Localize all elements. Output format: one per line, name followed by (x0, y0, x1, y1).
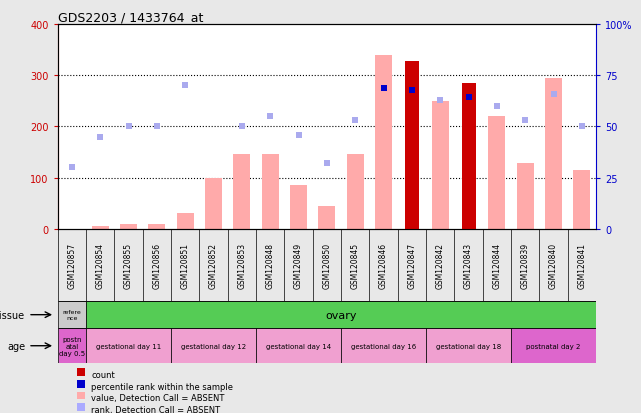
Text: age: age (7, 341, 26, 351)
Bar (517, 164, 534, 229)
Bar (290, 186, 307, 229)
Text: gestational day 14: gestational day 14 (266, 343, 331, 349)
Bar (432, 102, 449, 229)
Bar (545, 78, 562, 229)
Text: rank, Detection Call = ABSENT: rank, Detection Call = ABSENT (91, 405, 220, 413)
Text: gestational day 18: gestational day 18 (436, 343, 501, 349)
Text: GSM120856: GSM120856 (153, 242, 162, 288)
Text: GSM120854: GSM120854 (96, 242, 104, 288)
Text: percentile rank within the sample: percentile rank within the sample (91, 382, 233, 391)
Text: gestational day 12: gestational day 12 (181, 343, 246, 349)
Bar (86, 328, 171, 363)
Bar (262, 155, 279, 229)
Text: GSM120845: GSM120845 (351, 242, 360, 288)
Text: GSM120842: GSM120842 (436, 242, 445, 288)
Bar (319, 206, 335, 229)
Bar (148, 224, 165, 229)
Bar (177, 214, 194, 229)
Bar (405, 62, 419, 229)
Bar (462, 83, 476, 229)
Bar (92, 227, 109, 229)
Text: refere
nce: refere nce (62, 309, 81, 320)
Bar (341, 328, 426, 363)
Text: GSM120839: GSM120839 (520, 242, 529, 288)
Text: postn
atal
day 0.5: postn atal day 0.5 (59, 336, 85, 356)
Text: gestational day 11: gestational day 11 (96, 343, 161, 349)
Text: count: count (91, 370, 115, 379)
Bar (511, 328, 596, 363)
Text: GSM120844: GSM120844 (492, 242, 501, 288)
Bar (58, 328, 86, 363)
Text: GSM120852: GSM120852 (209, 242, 218, 288)
Text: GSM120841: GSM120841 (578, 242, 587, 288)
Text: GSM120843: GSM120843 (464, 242, 473, 288)
Bar (233, 155, 251, 229)
Bar (120, 224, 137, 229)
Bar (171, 328, 256, 363)
Text: gestational day 16: gestational day 16 (351, 343, 416, 349)
Text: ovary: ovary (326, 310, 357, 320)
Text: GSM120849: GSM120849 (294, 242, 303, 288)
Text: postnatal day 2: postnatal day 2 (526, 343, 581, 349)
Bar (488, 117, 506, 229)
Text: GSM120848: GSM120848 (266, 242, 275, 288)
Text: GSM120847: GSM120847 (408, 242, 417, 288)
Text: GSM120850: GSM120850 (322, 242, 331, 288)
Text: GSM120857: GSM120857 (67, 242, 76, 288)
Bar (256, 328, 341, 363)
Bar (574, 171, 590, 229)
Text: GSM120855: GSM120855 (124, 242, 133, 288)
Text: GSM120851: GSM120851 (181, 242, 190, 288)
Bar (375, 55, 392, 229)
Text: GSM120853: GSM120853 (237, 242, 246, 288)
Bar (58, 301, 86, 328)
Text: GSM120846: GSM120846 (379, 242, 388, 288)
Text: tissue: tissue (0, 310, 26, 320)
Text: GDS2203 / 1433764_at: GDS2203 / 1433764_at (58, 11, 203, 24)
Text: GSM120840: GSM120840 (549, 242, 558, 288)
Bar (426, 328, 511, 363)
Bar (205, 178, 222, 229)
Bar (347, 155, 363, 229)
Text: value, Detection Call = ABSENT: value, Detection Call = ABSENT (91, 394, 224, 402)
